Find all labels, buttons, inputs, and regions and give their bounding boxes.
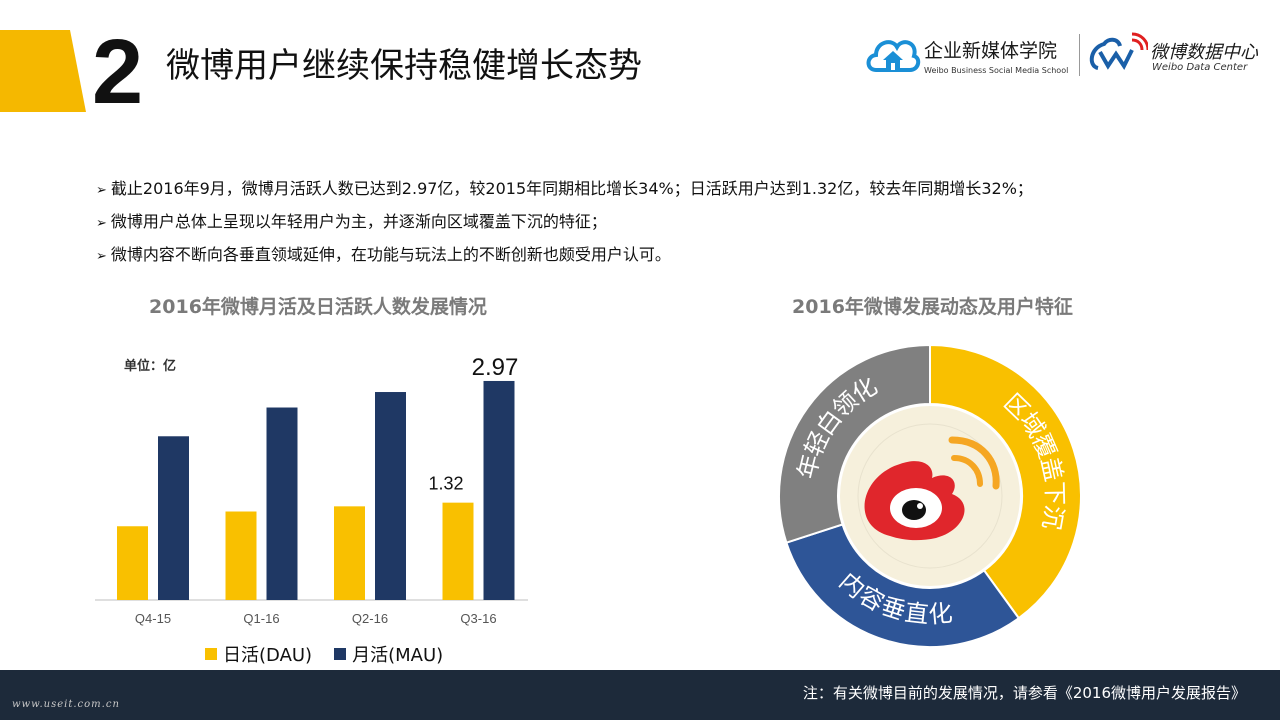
data-label: 2.97 — [472, 354, 519, 381]
bar-dau — [334, 506, 365, 600]
donut-chart-title: 2016年微博发展动态及用户特征 — [792, 296, 1073, 318]
logo-divider — [1079, 34, 1080, 76]
legend-swatch-mau — [334, 648, 347, 660]
weibo-data-center-logo: 微博数据中心 Weibo Data Center — [1088, 30, 1278, 80]
footer-note: 注：有关微博目前的发展情况，请参看《2016微博用户发展报告》 — [802, 684, 1246, 702]
bullet-arrow-icon: ➢ — [96, 216, 107, 231]
bar-mau — [483, 380, 515, 600]
school-logo-subtitle: Weibo Business Social Media School — [924, 66, 1069, 75]
bullet-text: 截止2016年9月，微博月活跃人数已达到2.97亿，较2015年同期相比增长34… — [110, 179, 1033, 198]
x-tick-label: Q2-16 — [352, 611, 388, 626]
x-tick-label: Q1-16 — [243, 611, 279, 626]
legend-item-mau: 月活(MAU) — [334, 641, 443, 667]
bullet-text: 微博用户总体上呈现以年轻用户为主，并逐渐向区域覆盖下沉的特征； — [110, 212, 607, 231]
donut-center-ring — [857, 423, 1003, 569]
donut-slice — [778, 343, 931, 544]
weibo-logo-subtitle: Weibo Data Center — [1152, 62, 1248, 73]
bullet-arrow-icon: ➢ — [96, 183, 107, 198]
page-title: 微博用户继续保持稳健增长态势 — [166, 46, 642, 86]
weibo-logo-icon — [864, 436, 1000, 541]
legend-label-mau: 月活(MAU) — [352, 645, 444, 666]
bullet-text: 微博内容不断向各垂直领域延伸，在功能与玩法上的不断创新也颇受用户认可。 — [110, 245, 671, 264]
donut-slice — [929, 343, 1082, 620]
school-logo: 企业新媒体学院 Weibo Business Social Media Scho… — [864, 30, 1074, 80]
bar-mau — [375, 392, 406, 600]
footer-bar — [0, 670, 1280, 720]
x-tick-label: Q4-15 — [135, 611, 171, 626]
chart-legend: 日活(DAU) 月活(MAU) — [205, 641, 443, 667]
bullet-item: ➢ 微博用户总体上呈现以年轻用户为主，并逐渐向区域覆盖下沉的特征； — [96, 208, 607, 232]
weibo-data-center-icon — [1089, 32, 1150, 70]
weibo-logo-name: 微博数据中心 — [1150, 42, 1258, 63]
data-label: 1.32 — [428, 474, 463, 494]
bar-chart-title: 2016年微博月活及日活跃人数发展情况 — [149, 296, 487, 318]
unit-label: 单位：亿 — [124, 359, 177, 374]
watermark: www.useit.com.cn — [12, 699, 120, 710]
bar-mau — [266, 407, 298, 600]
header-accent-shape — [0, 30, 86, 112]
section-number: 2 — [92, 21, 144, 123]
donut-slice — [785, 523, 1021, 648]
bullet-item: ➢ 截止2016年9月，微博月活跃人数已达到2.97亿，较2015年同期相比增长3… — [96, 175, 1033, 199]
bar-mau — [158, 436, 189, 600]
legend-item-dau: 日活(DAU) — [205, 641, 312, 667]
legend-swatch-dau — [205, 648, 217, 660]
bar-dau — [225, 511, 257, 600]
bullet-arrow-icon: ➢ — [96, 249, 107, 264]
bar-chart: Q4-15 Q1-16 Q2-16 Q3-16 1.32 2.97 — [95, 354, 528, 626]
cloud-house-icon — [866, 40, 921, 72]
school-logo-name: 企业新媒体学院 — [924, 40, 1058, 62]
legend-label-dau: 日活(DAU) — [223, 645, 313, 666]
bar-dau — [442, 502, 474, 600]
bullet-item: ➢ 微博内容不断向各垂直领域延伸，在功能与玩法上的不断创新也颇受用户认可。 — [96, 241, 671, 265]
bar-dau — [117, 526, 148, 600]
x-tick-label: Q3-16 — [460, 611, 496, 626]
